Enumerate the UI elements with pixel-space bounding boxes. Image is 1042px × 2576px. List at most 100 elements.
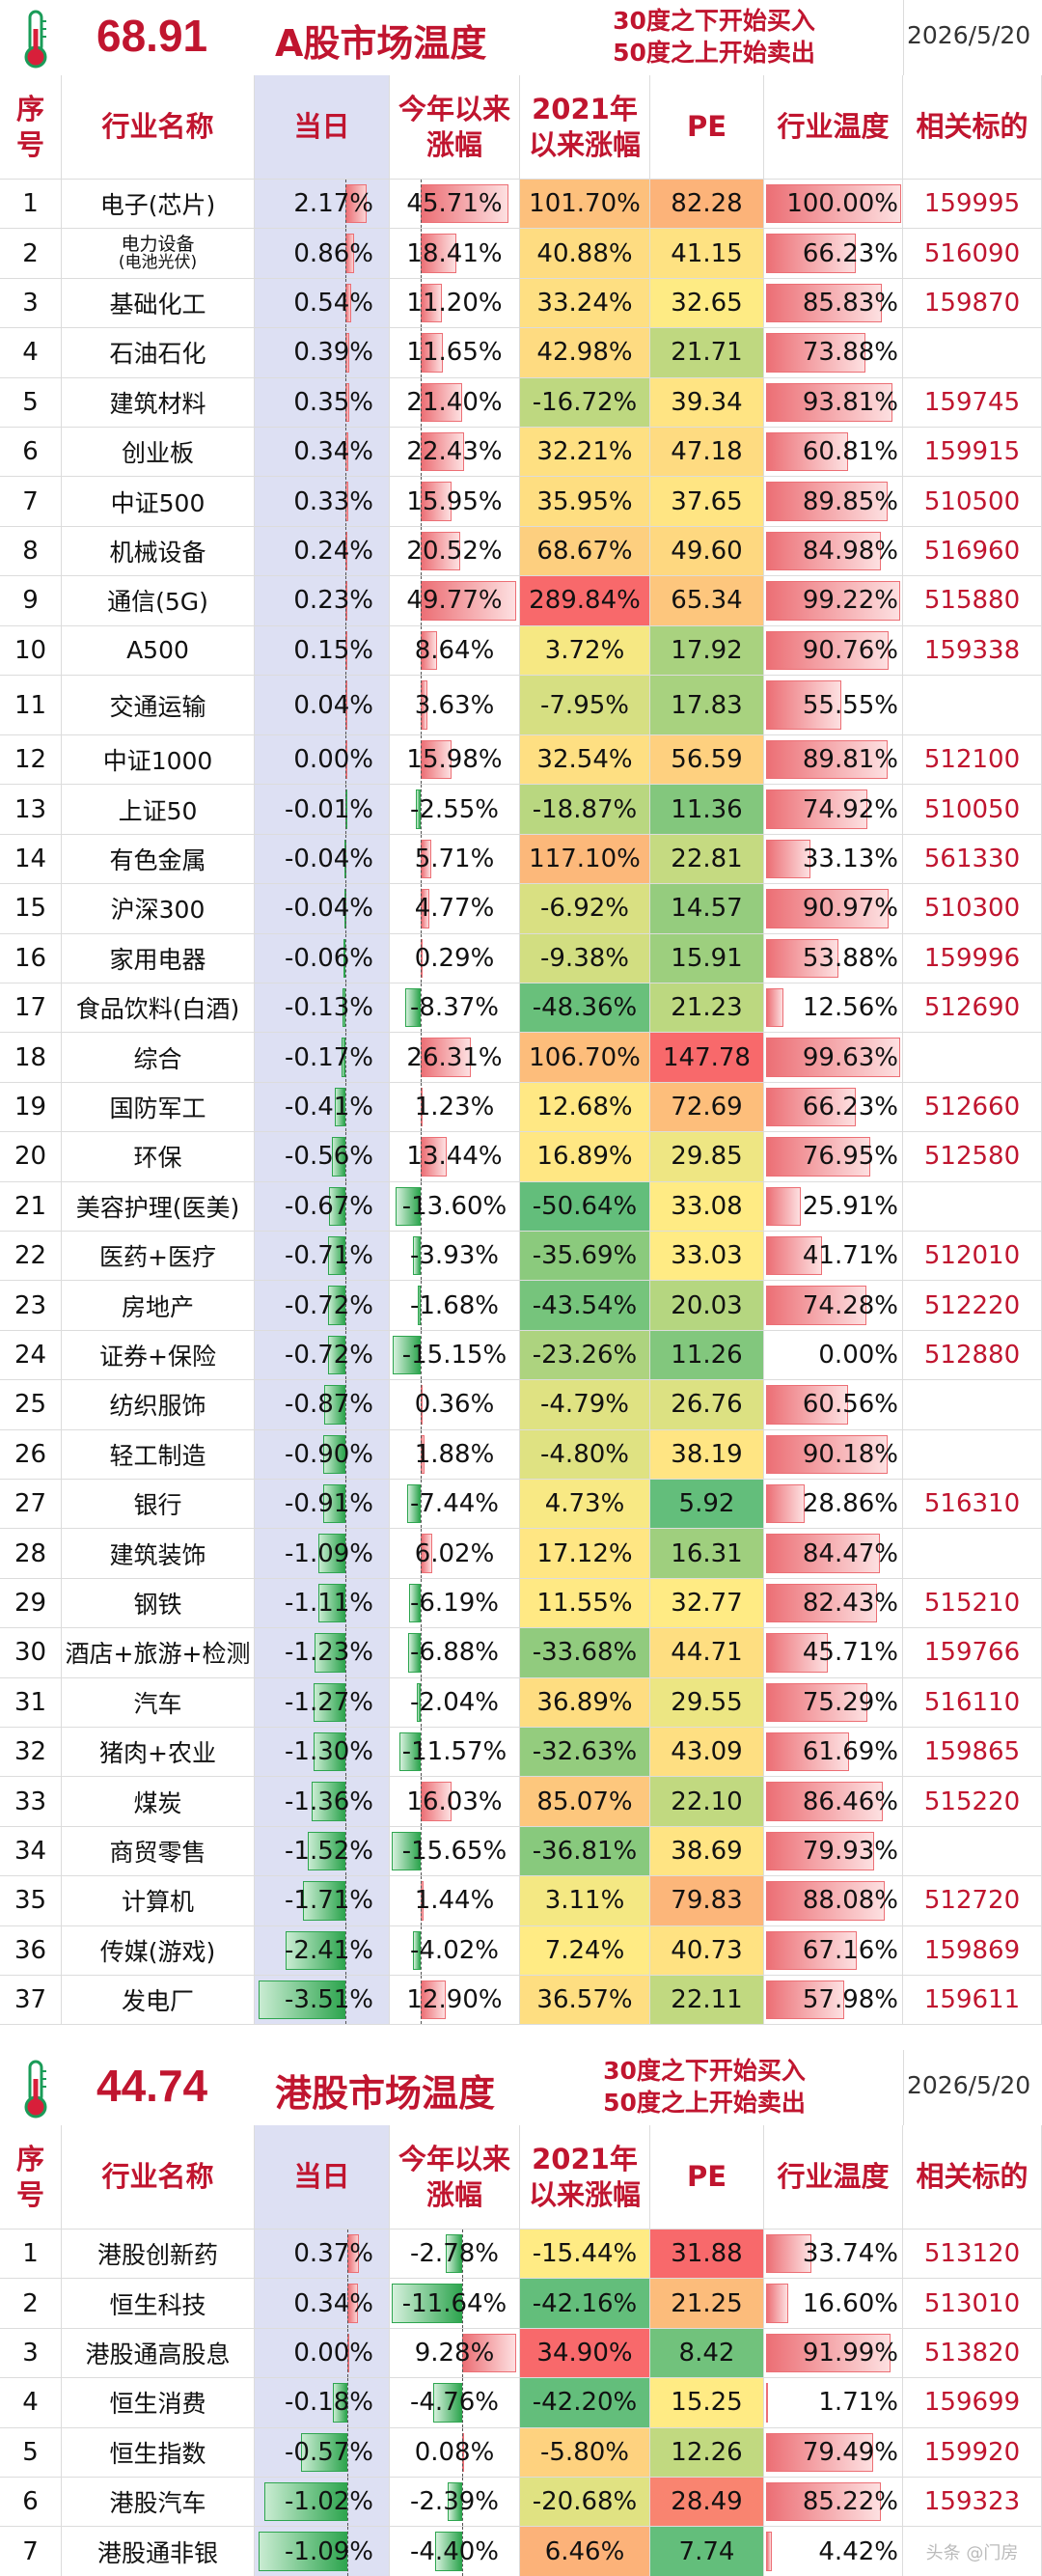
cell-pe: 26.76 (650, 1380, 764, 1430)
cell-temp: 25.91% (764, 1181, 903, 1232)
cell-temp-value: 79.49% (802, 2437, 898, 2467)
cell-pe: 28.49 (650, 2478, 764, 2528)
cell-ytd: -13.60% (390, 1181, 520, 1232)
cell-ytd-value: 21.40% (406, 387, 503, 417)
cell-ytd-value: 5.71% (414, 844, 495, 873)
cell-seq: 24 (0, 1330, 62, 1381)
table-row: 9 通信(5G) 0.23% 49.77% 289.84% 65.34 99.22% 5158… (0, 576, 1042, 626)
negative-ytd-bar (404, 988, 421, 1028)
cell-since2021-value: -36.81% (532, 1836, 638, 1866)
table-row: 5 建筑材料 0.35% 21.40% -16.72% 39.34 93.81% 159745 (0, 377, 1042, 428)
buy-rule: 30度之下开始买入 (613, 7, 815, 35)
cell-code: 159611 (903, 1976, 1042, 2026)
cell-day: -1.36% (255, 1777, 390, 1827)
cell-since2021: -42.20% (520, 2378, 650, 2428)
cell-since2021-value: -23.26% (532, 1340, 638, 1370)
cell-temp: 91.99% (764, 2328, 903, 2379)
cell-ytd: -6.19% (390, 1578, 520, 1629)
cell-seq: 23 (0, 1281, 62, 1331)
day-zero-axis (345, 278, 346, 328)
cell-pe: 5.92 (650, 1480, 764, 1530)
cell-ytd-value: 1.44% (414, 1886, 495, 1916)
cell-temp-value: 57.98% (802, 1985, 898, 2015)
positive-ytd-bar (421, 740, 452, 780)
temperature-bar (766, 938, 839, 978)
market-section-h: 44.74 港股市场温度 30度之下开始买入 50度之上开始卖出 2026/5/20 序 … (0, 2050, 1042, 2576)
cell-temp: 79.49% (764, 2427, 903, 2478)
cell-since2021: -43.54% (520, 1281, 650, 1331)
negative-ytd-bar (407, 1633, 421, 1673)
cell-pe: 56.59 (650, 735, 764, 786)
cell-day-value: 0.24% (293, 536, 373, 566)
header-pe-label: PE (686, 110, 727, 144)
header-ytd-label: 今年以来 涨幅 (398, 2143, 510, 2211)
cell-since2021-value: 34.90% (536, 2338, 633, 2368)
cell-since2021: 12.68% (520, 1082, 650, 1133)
cell-name: 电子(芯片) (62, 180, 255, 230)
ytd-zero-axis (421, 1529, 422, 1578)
negative-ytd-bar (392, 2284, 462, 2323)
cell-ytd: 22.43% (390, 428, 520, 478)
cell-seq: 15 (0, 884, 62, 934)
table-row: 7 港股通非银 -1.09% -4.40% 6.46% 7.74 4.42% 头条 @门房 (0, 2527, 1042, 2576)
cell-since2021-value: 40.88% (536, 238, 633, 268)
cell-seq-value: 27 (14, 1489, 47, 1519)
cell-pe: 147.78 (650, 1033, 764, 1083)
cell-name: 恒生指数 (62, 2427, 255, 2478)
header-name: 行业名称 (62, 2125, 255, 2230)
cell-ytd: -2.04% (390, 1677, 520, 1728)
day-zero-axis (345, 1976, 346, 2025)
temperature-bar (766, 1137, 870, 1177)
cell-pe-value: 29.85 (671, 1142, 743, 1172)
cell-name: 轻工制造 (62, 1429, 255, 1480)
cell-since2021: 36.89% (520, 1677, 650, 1728)
header-day: 当日 (255, 2125, 390, 2230)
cell-pe-value: 65.34 (671, 586, 743, 616)
day-zero-axis (345, 1925, 346, 1975)
temperature-bar (766, 382, 893, 422)
cell-name-value: 猪肉+农业 (99, 1739, 216, 1768)
cell-day-value: -1.36% (285, 1787, 373, 1816)
table-row: 17 食品饮料(白酒) -0.13% -8.37% -48.36% 21.23 12.56%… (0, 983, 1042, 1034)
cell-name: 港股通高股息 (62, 2328, 255, 2379)
cell-seq-value: 7 (22, 486, 39, 516)
cell-pe-value: 32.77 (671, 1588, 743, 1618)
cell-pe: 33.08 (650, 1181, 764, 1232)
cell-temp-value: 4.42% (818, 2536, 898, 2566)
day-zero-axis (345, 1480, 346, 1529)
table-row: 11 交通运输 0.04% 3.63% -7.95% 17.83 55.55% (0, 676, 1042, 735)
cell-code: 159920 (903, 2427, 1042, 2478)
header-pe: PE (650, 75, 764, 180)
cell-ytd: 15.98% (390, 735, 520, 786)
cell-temp-value: 91.99% (802, 2338, 898, 2368)
cell-since2021: -9.38% (520, 933, 650, 983)
cell-code-value: 512580 (923, 1142, 1021, 1172)
cell-pe-value: 38.19 (671, 1439, 743, 1469)
cell-seq-value: 22 (14, 1241, 47, 1271)
cell-ytd: 5.71% (390, 834, 520, 885)
cell-name-value: 港股通非银 (96, 2538, 218, 2567)
cell-since2021: 32.21% (520, 428, 650, 478)
cell-since2021-value: 32.21% (536, 437, 633, 467)
temperature-bar (766, 234, 856, 273)
temperature-bar (766, 1980, 845, 2020)
cell-day: -0.01% (255, 785, 390, 835)
cell-pe: 82.28 (650, 180, 764, 230)
cell-day: 0.04% (255, 676, 390, 735)
cell-day-value: -1.30% (285, 1737, 373, 1767)
negative-ytd-bar (409, 1583, 421, 1623)
cell-temp-value: 55.55% (802, 690, 898, 720)
cell-pe: 29.85 (650, 1132, 764, 1182)
cell-since2021-value: 6.46% (544, 2536, 625, 2566)
cell-pe-value: 22.10 (671, 1787, 743, 1816)
temperature-bar (766, 1881, 886, 1921)
cell-code-value: 516110 (923, 1687, 1021, 1717)
cell-pe: 47.18 (650, 428, 764, 478)
cell-code: 516310 (903, 1480, 1042, 1530)
cell-day-value: -1.02% (285, 2487, 373, 2517)
cell-day-value: 0.33% (293, 486, 373, 516)
cell-name: 食品饮料(白酒) (62, 983, 255, 1034)
cell-ytd: 9.28% (390, 2328, 520, 2379)
cell-temp-value: 74.92% (802, 794, 898, 824)
cell-day-value: -0.90% (285, 1439, 373, 1469)
